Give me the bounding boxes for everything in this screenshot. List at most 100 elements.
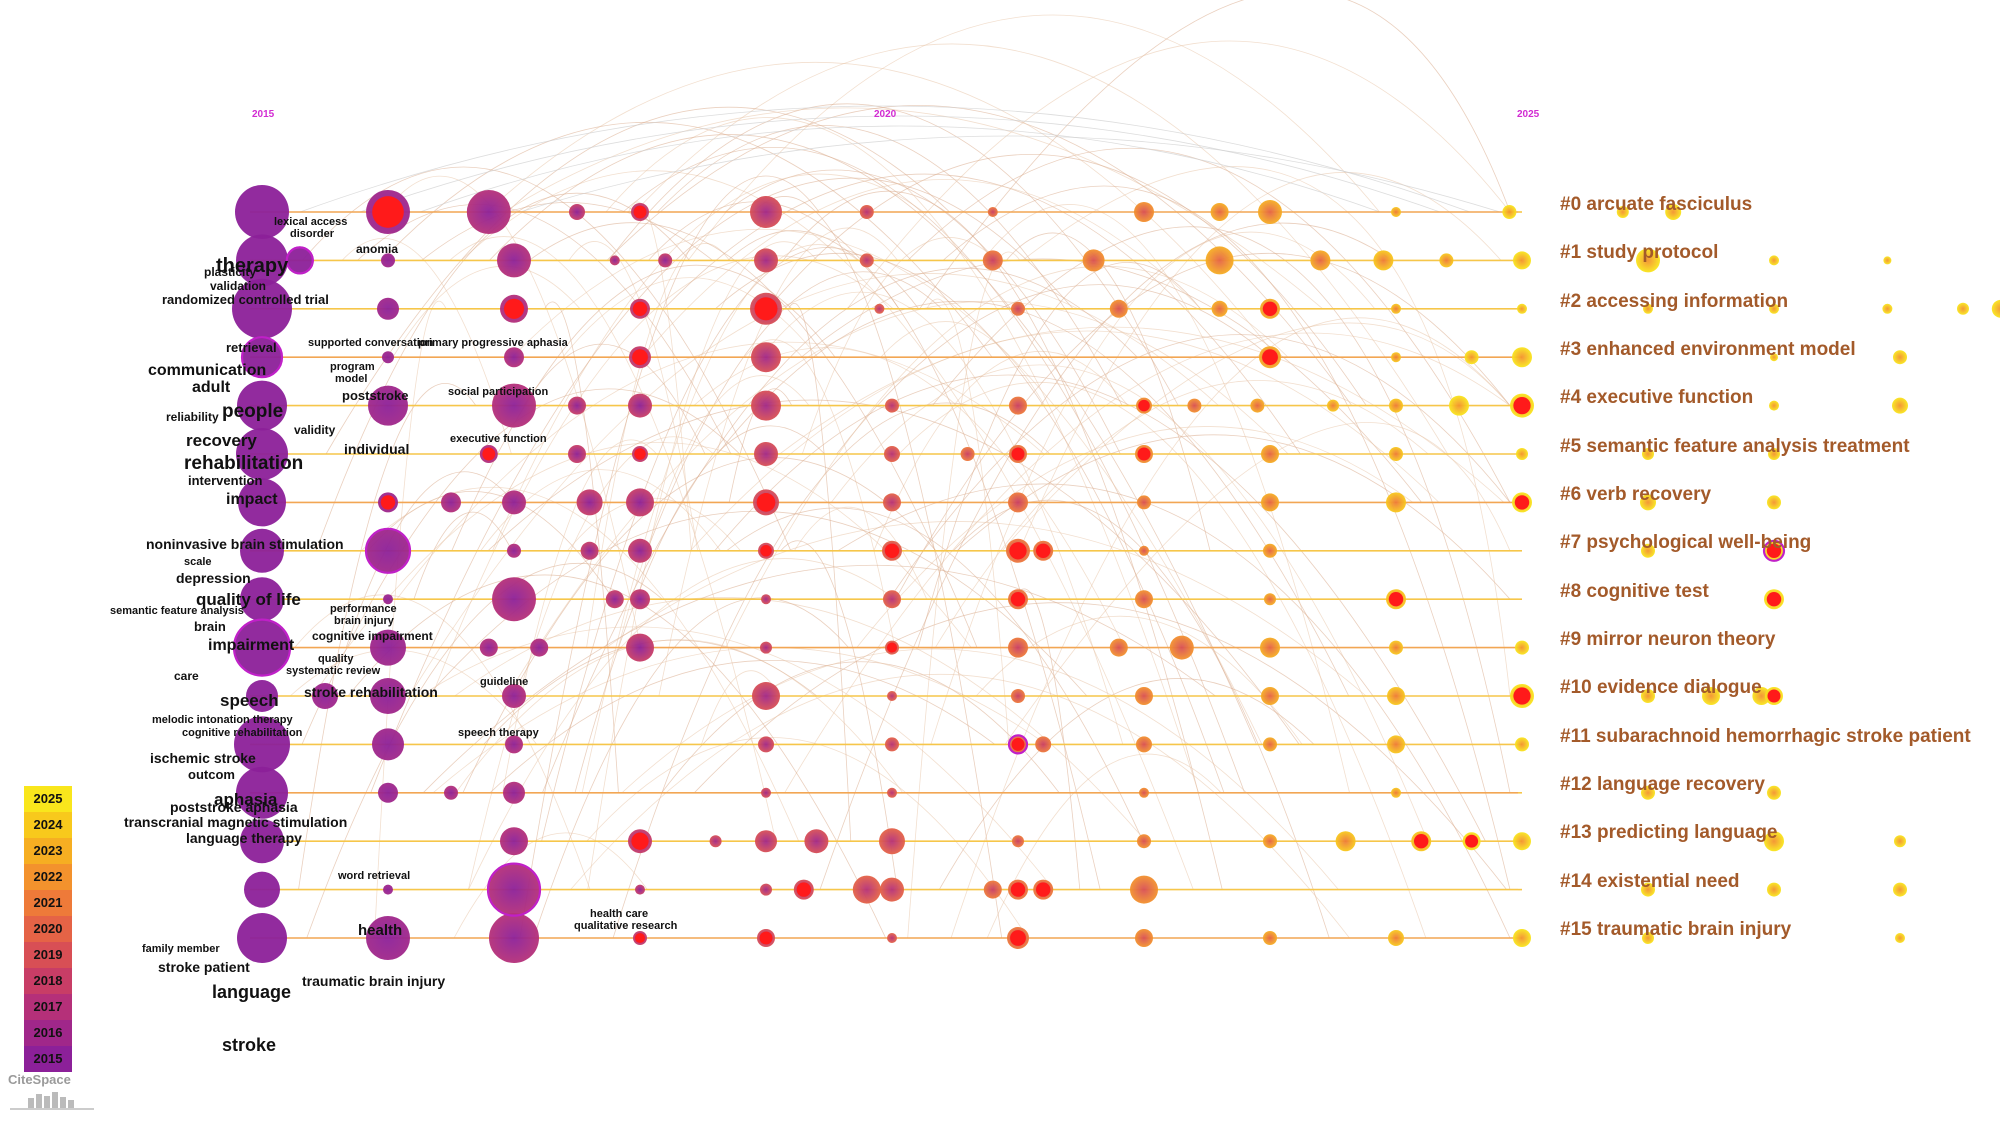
co-occurrence-arc — [717, 301, 1350, 697]
keyword-node — [1136, 736, 1152, 753]
co-occurrence-arc — [935, 380, 1429, 648]
keyword-label: brain injury — [334, 615, 394, 627]
centrality-ring — [285, 246, 314, 275]
keyword-node — [1335, 831, 1356, 852]
keyword-node — [568, 445, 586, 463]
keyword-node — [626, 633, 654, 662]
cluster-label-0[interactable]: #0 arcuate fasciculus — [1560, 194, 1753, 215]
keyword-node — [1642, 932, 1654, 944]
keyword-node — [1636, 248, 1660, 273]
cluster-label-6[interactable]: #6 verb recovery — [1560, 484, 1712, 505]
keyword-node — [246, 680, 278, 712]
keyword-node — [1513, 832, 1531, 851]
co-occurrence-arc — [492, 173, 924, 551]
keyword-node — [761, 787, 771, 798]
co-occurrence-arc — [486, 61, 1277, 358]
keyword-node — [883, 590, 901, 609]
keyword-node — [1263, 737, 1277, 752]
cluster-label-14[interactable]: #14 existential need — [1560, 871, 1740, 892]
co-occurrence-arc — [715, 252, 1225, 793]
co-occurrence-arc — [752, 196, 1003, 939]
co-occurrence-arc — [370, 177, 1074, 793]
cluster-label-5[interactable]: #5 semantic feature analysis treatment — [1560, 436, 1910, 457]
citation-burst-node — [1388, 592, 1404, 607]
co-occurrence-arc — [780, 540, 898, 890]
co-occurrence-arc — [413, 511, 513, 600]
co-occurrence-arc — [587, 241, 818, 890]
co-occurrence-arc — [907, 251, 1021, 939]
keyword-node — [1169, 635, 1194, 660]
co-occurrence-arc — [725, 265, 1289, 648]
keyword-node — [441, 492, 461, 513]
keyword-node — [377, 297, 399, 320]
keyword-node — [1464, 350, 1479, 365]
cluster-label-12[interactable]: #12 language recovery — [1560, 774, 1765, 795]
cluster-label-15[interactable]: #15 traumatic brain injury — [1560, 919, 1792, 940]
co-occurrence-arc — [788, 302, 852, 842]
cluster-label-9[interactable]: #9 mirror neuron theory — [1560, 629, 1776, 650]
cluster-label-10[interactable]: #10 evidence dialogue — [1560, 677, 1762, 698]
co-occurrence-arc — [341, 237, 512, 455]
citation-burst-node — [1766, 543, 1782, 558]
keyword-node — [502, 684, 526, 708]
keyword-label: aphasia — [214, 790, 278, 809]
centrality-ring — [364, 527, 412, 574]
cluster-label-7[interactable]: #7 psychological well-being — [1560, 532, 1812, 553]
keyword-label: model — [335, 373, 368, 385]
keyword-node — [1130, 875, 1158, 904]
keyword-node — [507, 543, 521, 558]
keyword-node — [1250, 398, 1265, 413]
cluster-label-3[interactable]: #3 enhanced environment model — [1560, 339, 1856, 360]
year-label-2020: 2020 — [874, 109, 897, 120]
co-occurrence-arc — [919, 0, 1511, 310]
keyword-node — [1327, 399, 1339, 412]
keyword-node — [1389, 447, 1403, 461]
cluster-label-2[interactable]: #2 accessing information — [1560, 291, 1789, 312]
keyword-node — [605, 590, 624, 609]
keyword-node — [1515, 737, 1529, 752]
cluster-label-13[interactable]: #13 predicting language — [1560, 822, 1778, 843]
co-occurrence-arc — [306, 562, 663, 939]
co-occurrence-arc — [432, 647, 1047, 794]
legend-year: 2021 — [24, 890, 72, 916]
keyword-label: impact — [226, 491, 278, 508]
keyword-node — [1187, 398, 1202, 413]
citespace-logo-graphic — [10, 1092, 94, 1110]
co-occurrence-arc — [801, 237, 997, 455]
keyword-label: validity — [294, 423, 336, 437]
keyword-node — [569, 204, 585, 220]
citation-burst-node — [380, 495, 396, 510]
cluster-label-1[interactable]: #1 study protocol — [1560, 242, 1719, 263]
citation-burst-node — [1513, 687, 1531, 705]
co-occurrence-arc — [930, 231, 1376, 745]
co-occurrence-arc — [726, 507, 1144, 842]
keyword-label: speech — [220, 691, 279, 710]
co-occurrence-arc — [926, 298, 1010, 745]
cluster-label-11[interactable]: #11 subarachnoid hemorrhagic stroke pati… — [1560, 726, 1971, 747]
keyword-node — [879, 828, 905, 855]
cluster-label-4[interactable]: #4 executive function — [1560, 387, 1754, 408]
co-occurrence-arc — [663, 173, 1301, 455]
co-occurrence-arc — [381, 121, 993, 358]
keyword-node — [444, 785, 458, 800]
citation-burst-node — [633, 205, 647, 219]
keyword-node — [1767, 882, 1781, 897]
keyword-node — [987, 207, 998, 217]
keyword-node — [755, 830, 777, 853]
co-occurrence-arc — [898, 382, 1427, 939]
keyword-node — [1139, 787, 1149, 798]
co-occurrence-arc — [606, 105, 1353, 406]
cluster-label-8[interactable]: #8 cognitive test — [1560, 581, 1709, 602]
keyword-label: supported conversation — [308, 337, 434, 349]
citation-burst-node — [796, 882, 811, 897]
legend-year: 2022 — [24, 864, 72, 890]
keyword-node — [366, 916, 410, 960]
keyword-node — [489, 913, 539, 963]
keyword-node — [885, 737, 899, 752]
citation-burst-node — [1010, 882, 1026, 897]
year-label-2025: 2025 — [1517, 109, 1540, 120]
keyword-label: stroke patient — [158, 959, 250, 975]
keyword-node — [859, 253, 874, 268]
centrality-ring — [486, 862, 542, 917]
legend-year: 2020 — [24, 916, 72, 942]
